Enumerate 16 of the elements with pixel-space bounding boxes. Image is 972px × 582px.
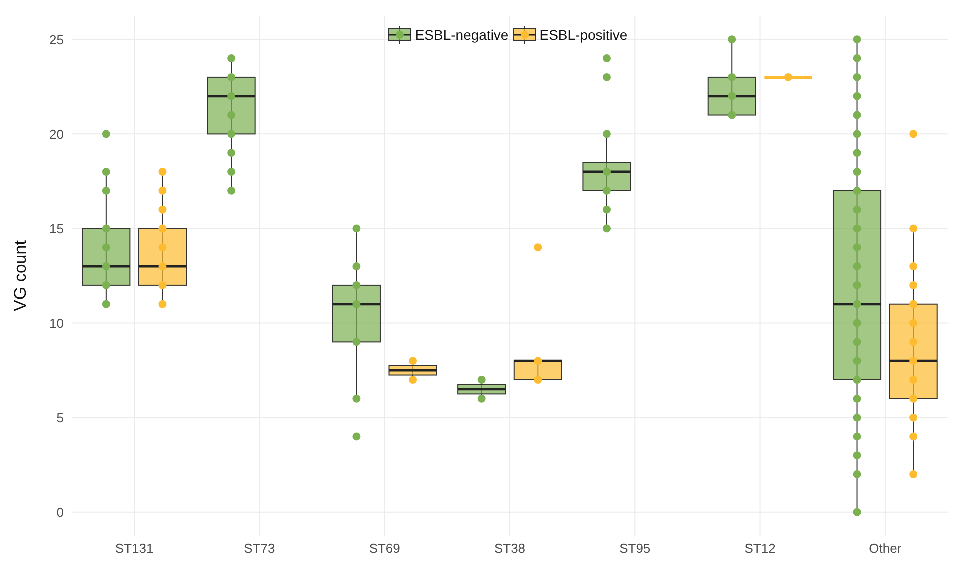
y-tick-label: 20 [50, 126, 64, 142]
y-tick-label: 15 [50, 221, 64, 236]
y-tick-label: 0 [56, 504, 64, 520]
y-tick-label: 25 [50, 32, 64, 48]
x-tick-label: ST131 [115, 541, 154, 556]
x-tick-label: ST69 [369, 541, 400, 556]
legend-label: ESBL-positive [540, 27, 628, 43]
x-tick-label: Other [869, 541, 902, 556]
x-tick-label: ST95 [620, 541, 651, 556]
x-tick-label: ST38 [494, 541, 526, 556]
x-tick-label: ST12 [744, 541, 776, 556]
x-tick-label: ST73 [244, 541, 276, 556]
y-tick-label: 5 [56, 410, 64, 426]
legend-label: ESBL-negative [415, 27, 509, 43]
y-tick-label: 10 [50, 316, 64, 331]
y-axis-title: VG count [11, 240, 30, 312]
